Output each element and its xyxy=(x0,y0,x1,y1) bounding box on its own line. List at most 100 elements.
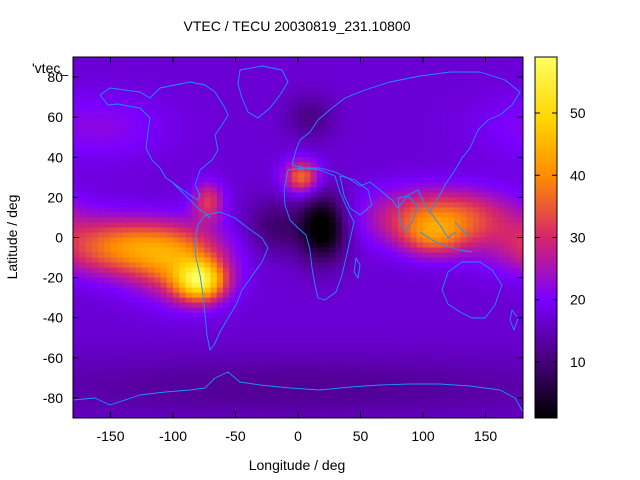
heat-cell xyxy=(173,367,180,374)
heat-cell xyxy=(304,167,312,173)
heat-cell xyxy=(485,142,493,148)
heat-cell xyxy=(154,287,162,294)
heat-cell xyxy=(416,172,424,178)
heat-cell xyxy=(404,197,412,203)
heat-cell xyxy=(329,232,337,239)
heat-cell xyxy=(79,82,87,88)
heat-cell xyxy=(485,122,493,128)
heat-cell xyxy=(398,277,405,284)
heat-cell xyxy=(516,117,523,123)
heat-cell xyxy=(285,297,293,304)
heat-cell xyxy=(385,202,393,209)
heat-cell xyxy=(204,277,212,284)
heat-cell xyxy=(435,72,443,78)
heat-cell xyxy=(179,212,187,219)
heat-cell xyxy=(179,177,187,183)
heat-cell xyxy=(141,387,149,394)
heat-cell xyxy=(366,182,374,188)
heat-cell xyxy=(485,372,493,379)
heat-cell xyxy=(423,102,430,108)
heat-cell xyxy=(510,152,518,158)
heat-cell xyxy=(416,92,424,98)
heat-cell xyxy=(416,77,424,83)
heat-cell xyxy=(135,177,143,183)
heat-cell xyxy=(223,247,230,254)
heat-cell xyxy=(460,347,468,354)
heat-cell xyxy=(348,312,355,319)
heat-cell xyxy=(173,397,180,404)
heat-cell xyxy=(154,112,162,118)
heat-cell xyxy=(116,292,124,299)
heat-cell xyxy=(385,207,393,214)
heat-cell xyxy=(160,387,168,394)
heat-cell xyxy=(354,172,362,178)
heat-cell xyxy=(498,97,505,103)
heat-cell xyxy=(129,177,137,183)
heat-cell xyxy=(473,192,480,198)
heat-cell xyxy=(141,182,149,188)
heat-cell xyxy=(498,92,505,98)
heat-cell xyxy=(491,222,499,229)
heat-cell xyxy=(229,77,237,83)
heat-cell xyxy=(198,317,205,324)
heat-cell xyxy=(429,102,437,108)
heat-cell xyxy=(416,322,424,329)
heat-cell xyxy=(385,272,393,279)
heat-cell xyxy=(485,192,493,198)
heat-cell xyxy=(385,117,393,123)
heat-cell xyxy=(504,207,512,214)
heat-cell xyxy=(335,237,343,244)
heat-cell xyxy=(491,152,499,158)
heat-cell xyxy=(416,57,424,63)
heat-cell xyxy=(398,387,405,394)
heat-cell xyxy=(460,342,468,349)
heat-cell xyxy=(273,72,280,78)
heat-cell xyxy=(229,157,237,163)
heat-cell xyxy=(516,87,523,93)
heat-cell xyxy=(141,217,149,224)
heat-cell xyxy=(135,102,143,108)
heat-cell xyxy=(460,127,468,133)
heat-cell xyxy=(116,312,124,319)
heat-cell xyxy=(385,232,393,239)
heat-cell xyxy=(310,242,318,249)
heat-cell xyxy=(341,357,349,364)
heat-cell xyxy=(441,107,449,113)
heat-cell xyxy=(454,197,462,203)
heat-cell xyxy=(273,367,280,374)
heat-cell xyxy=(348,202,355,209)
heat-cell xyxy=(335,97,343,103)
heat-cell xyxy=(210,122,218,128)
heat-cell xyxy=(441,177,449,183)
heat-cell xyxy=(398,152,405,158)
heat-cell xyxy=(285,392,293,399)
heat-cell xyxy=(398,117,405,123)
heat-cell xyxy=(129,202,137,209)
heat-cell xyxy=(79,312,87,319)
heat-cell xyxy=(473,232,480,239)
heat-cell xyxy=(391,157,399,163)
heat-cell xyxy=(91,227,99,234)
heat-cell xyxy=(473,152,480,158)
heat-cell xyxy=(441,92,449,98)
heat-cell xyxy=(285,342,293,349)
heat-cell xyxy=(435,242,443,249)
heat-cell xyxy=(298,237,305,244)
heat-cell xyxy=(298,222,305,229)
heat-cell xyxy=(441,302,449,309)
heat-cell xyxy=(266,232,274,239)
heat-cell xyxy=(260,67,268,73)
heat-cell xyxy=(410,177,418,183)
heat-cell xyxy=(154,302,162,309)
heat-cell xyxy=(323,87,330,93)
heat-cell xyxy=(316,352,324,359)
heat-cell xyxy=(479,282,487,289)
heat-cell xyxy=(129,142,137,148)
heat-cell xyxy=(341,247,349,254)
heat-cell xyxy=(410,377,418,384)
heat-cell xyxy=(79,392,87,399)
heat-cell xyxy=(479,77,487,83)
heat-cell xyxy=(204,152,212,158)
heat-cell xyxy=(104,377,112,384)
heat-cell xyxy=(160,287,168,294)
